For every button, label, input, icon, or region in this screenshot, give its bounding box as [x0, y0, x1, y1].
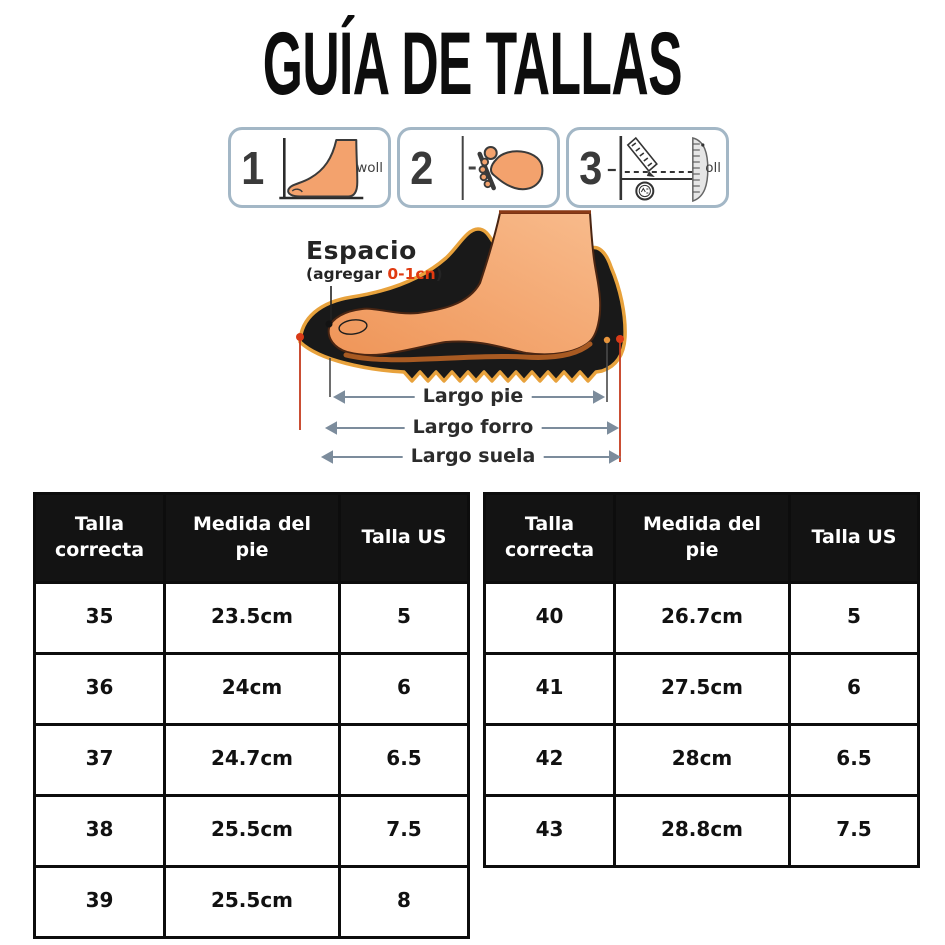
table-cell: 39: [33, 865, 166, 939]
ruler-measure-icon: [607, 135, 709, 202]
table-cell: 7.5: [338, 794, 470, 868]
table-cell: 6.5: [788, 723, 920, 797]
header-talla-us: Talla US: [338, 492, 470, 584]
foot-top-view-icon: [461, 135, 543, 200]
table-cell: 8: [338, 865, 470, 939]
table-cell: 28cm: [613, 723, 791, 797]
foot-sole-shadow: [343, 341, 593, 363]
espacio-range-value: 0-1cn: [387, 265, 436, 284]
table-row: 40 26.7cm 5: [483, 581, 920, 655]
espacio-range: (agregar 0-1cn): [306, 265, 443, 284]
step-1-number: 1: [241, 141, 265, 194]
table-cell: 24cm: [163, 652, 341, 726]
table-cell: 7.5: [788, 794, 920, 868]
measurement-steps: 1 woll 2: [228, 127, 729, 208]
table-cell: 36: [33, 652, 166, 726]
header-talla-correcta: Talla correcta: [483, 492, 616, 584]
table-row: 39 25.5cm 8: [33, 865, 470, 939]
size-tables: Talla correcta Medida del pie Talla US 3…: [33, 492, 920, 939]
espacio-title: Espacio: [306, 236, 417, 265]
page-title-wrap: GUÍA DE TALLAS: [0, 18, 945, 109]
measure-label-largo-forro: Largo forro: [404, 415, 542, 440]
foot-against-wall-icon: [278, 137, 363, 199]
table-cell: 23.5cm: [163, 581, 341, 655]
table-cell: 40: [483, 581, 616, 655]
table-cell: 28.8cm: [613, 794, 791, 868]
table-row: 37 24.7cm 6.5: [33, 723, 470, 797]
step-1-box: 1 woll: [228, 127, 391, 208]
table-row: 38 25.5cm 7.5: [33, 794, 470, 868]
espacio-label: Espacio (agregar 0-1cn): [306, 236, 443, 284]
step-2-number: 2: [410, 141, 434, 194]
header-talla-us: Talla US: [788, 492, 920, 584]
table-cell: 43: [483, 794, 616, 868]
table-cell: 41: [483, 652, 616, 726]
table-row: 36 24cm 6: [33, 652, 470, 726]
table-cell: 38: [33, 794, 166, 868]
table-cell: 42: [483, 723, 616, 797]
table-cell: 26.7cm: [613, 581, 791, 655]
header-talla-correcta: Talla correcta: [33, 492, 166, 584]
table-cell: 37: [33, 723, 166, 797]
header-medida-del-pie: Medida del pie: [613, 492, 791, 584]
table-header-row: Talla correcta Medida del pie Talla US: [33, 492, 470, 584]
table-row: 35 23.5cm 5: [33, 581, 470, 655]
shoe-diagram: Espacio (agregar 0-1cn) Largo pie Largo …: [290, 200, 670, 490]
measure-label-largo-suela: Largo suela: [402, 444, 544, 469]
table-row: 42 28cm 6.5: [483, 723, 920, 797]
step-3-number: 3: [579, 141, 603, 194]
foot-shape: [327, 212, 602, 357]
table-cell: 25.5cm: [163, 794, 341, 868]
size-table-left: Talla correcta Medida del pie Talla US 3…: [33, 492, 470, 939]
measure-label-largo-pie: Largo pie: [414, 384, 532, 409]
page-title: GUÍA DE TALLAS: [262, 13, 683, 113]
table-cell: 5: [338, 581, 470, 655]
header-medida-del-pie: Medida del pie: [163, 492, 341, 584]
table-row: 41 27.5cm 6: [483, 652, 920, 726]
table-cell: 6.5: [338, 723, 470, 797]
step-1-caption: woll: [356, 159, 383, 176]
size-table-right: Talla correcta Medida del pie Talla US 4…: [483, 492, 920, 868]
step-3-box: 3: [566, 127, 729, 208]
table-cell: 27.5cm: [613, 652, 791, 726]
table-cell: 24.7cm: [163, 723, 341, 797]
table-cell: 6: [338, 652, 470, 726]
table-header-row: Talla correcta Medida del pie Talla US: [483, 492, 920, 584]
table-row: 43 28.8cm 7.5: [483, 794, 920, 868]
step-3-caption: oll: [705, 159, 721, 176]
table-cell: 25.5cm: [163, 865, 341, 939]
table-cell: 6: [788, 652, 920, 726]
table-cell: 35: [33, 581, 166, 655]
step-2-box: 2: [397, 127, 560, 208]
table-cell: 5: [788, 581, 920, 655]
